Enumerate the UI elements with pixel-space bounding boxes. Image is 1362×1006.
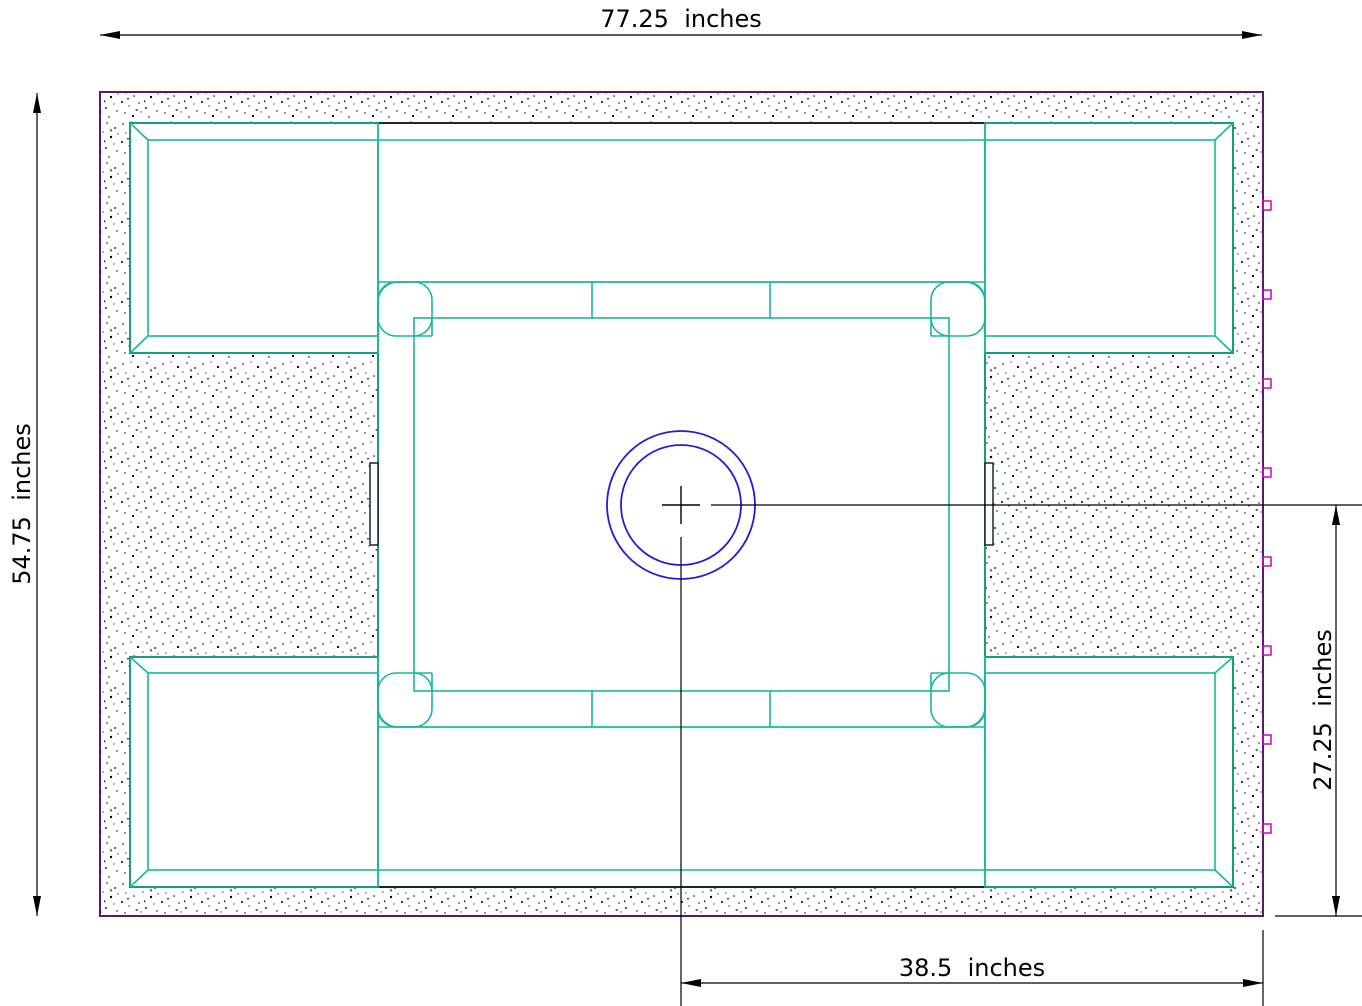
center-height-dimension: 27.25 inches [711,504,1362,917]
corner-block-bottom-right [930,672,986,728]
edge-markers [1262,200,1272,834]
width-arrow-left [100,31,120,39]
corner-block-top-left [377,281,433,337]
center-width-arrow-left [681,979,701,987]
height-dimension: 54.75 inches [8,93,41,916]
side-tab-left [369,462,379,546]
center-width-dimension: 38.5 inches [680,537,1264,1006]
center-crosshair [662,486,700,524]
side-tabs [369,462,994,546]
center-height-dimension-label: 27.25 inches [1309,629,1337,791]
height-arrow-top [33,93,41,113]
corner-block-bottom-left [377,672,433,728]
edge-marker [1262,289,1272,300]
center-width-arrow-right [1243,979,1263,987]
center-width-dimension-label: 38.5 inches [899,954,1045,982]
side-tab-right [984,462,994,546]
edge-marker [1262,467,1272,478]
edge-marker [1262,556,1272,567]
height-arrow-bottom [33,896,41,916]
height-dimension-label: 54.75 inches [8,423,36,585]
width-dimension-label: 77.25 inches [600,5,762,33]
edge-marker [1262,378,1272,389]
edge-marker [1262,823,1272,834]
edge-marker [1262,200,1272,211]
edge-marker [1262,645,1272,656]
center-height-arrow-top [1332,505,1340,525]
edge-marker [1262,734,1272,745]
width-dimension: 77.25 inches [100,5,1262,39]
form-panels [129,122,1234,888]
center-height-arrow-bottom [1332,896,1340,916]
width-arrow-right [1242,31,1262,39]
corner-block-top-right [930,281,986,337]
